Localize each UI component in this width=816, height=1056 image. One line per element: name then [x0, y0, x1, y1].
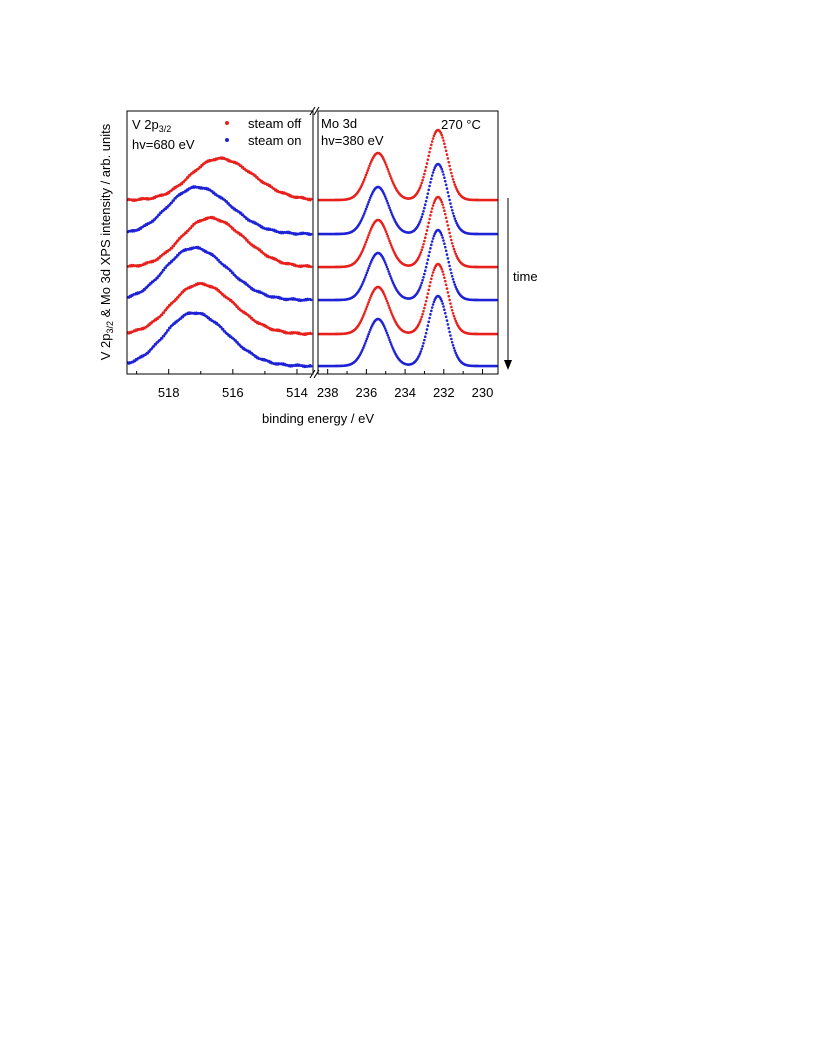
legend-label-steam-on: steam on	[248, 133, 301, 148]
v-panel-label-sub: 3/2	[159, 124, 172, 134]
break-mark-bottom-2	[313, 369, 320, 379]
legend-marker-steam-on	[225, 138, 229, 142]
series-6-steam-on	[126, 294, 498, 369]
x-tick-label-514: 514	[286, 385, 308, 400]
legend-marker-steam-off	[225, 121, 229, 125]
y-axis-title-rest: & Mo 3d XPS intensity / arb. units	[98, 123, 113, 321]
series-2-steam-on	[126, 162, 498, 237]
time-arrow	[504, 198, 512, 370]
break-mark-top-1	[309, 106, 316, 116]
mo-panel-label: Mo 3d	[321, 116, 357, 131]
v-panel-frame	[126, 110, 314, 375]
y-axis-title: V 2p3/2 & Mo 3d XPS intensity / arb. uni…	[98, 123, 115, 360]
x-tick-label-516: 516	[222, 385, 244, 400]
legend: steam off steam on	[225, 116, 302, 148]
y-axis-title-sub: 3/2	[105, 321, 115, 334]
v-panel-label: V 2p3/2	[132, 117, 171, 134]
mo-panel-frame	[317, 110, 499, 375]
x-tick-label-230: 230	[472, 385, 494, 400]
x-tick-label-232: 232	[433, 385, 455, 400]
x-tick-label-234: 234	[394, 385, 416, 400]
temperature-label: 270 °C	[441, 117, 481, 132]
plot-frame	[126, 110, 499, 375]
mo-panel-energy: hv=380 eV	[321, 133, 384, 148]
x-tick-label-236: 236	[356, 385, 378, 400]
y-axis-title-pre: V 2p	[98, 334, 113, 361]
time-label: time	[513, 269, 538, 284]
v-panel-energy: hv=680 eV	[132, 137, 195, 152]
x-tick-label-518: 518	[158, 385, 180, 400]
series-4-steam-on	[126, 228, 498, 303]
x-axis-title: binding energy / eV	[262, 411, 374, 426]
series-3-steam-off	[126, 195, 498, 269]
time-arrow-head	[504, 360, 512, 370]
x-tick-label-238: 238	[317, 385, 339, 400]
axis-break-marks	[309, 106, 320, 379]
series-1-steam-off	[126, 128, 498, 203]
series-5-steam-off	[126, 262, 498, 336]
spectra-layer	[126, 128, 498, 369]
v-panel-label-main: V 2p	[132, 117, 159, 132]
legend-label-steam-off: steam off	[248, 116, 302, 131]
x-ticks: 518 516 514 238 236 234 232 230	[136, 369, 494, 400]
break-mark-bottom-1	[309, 369, 316, 379]
break-mark-top-2	[313, 106, 320, 116]
